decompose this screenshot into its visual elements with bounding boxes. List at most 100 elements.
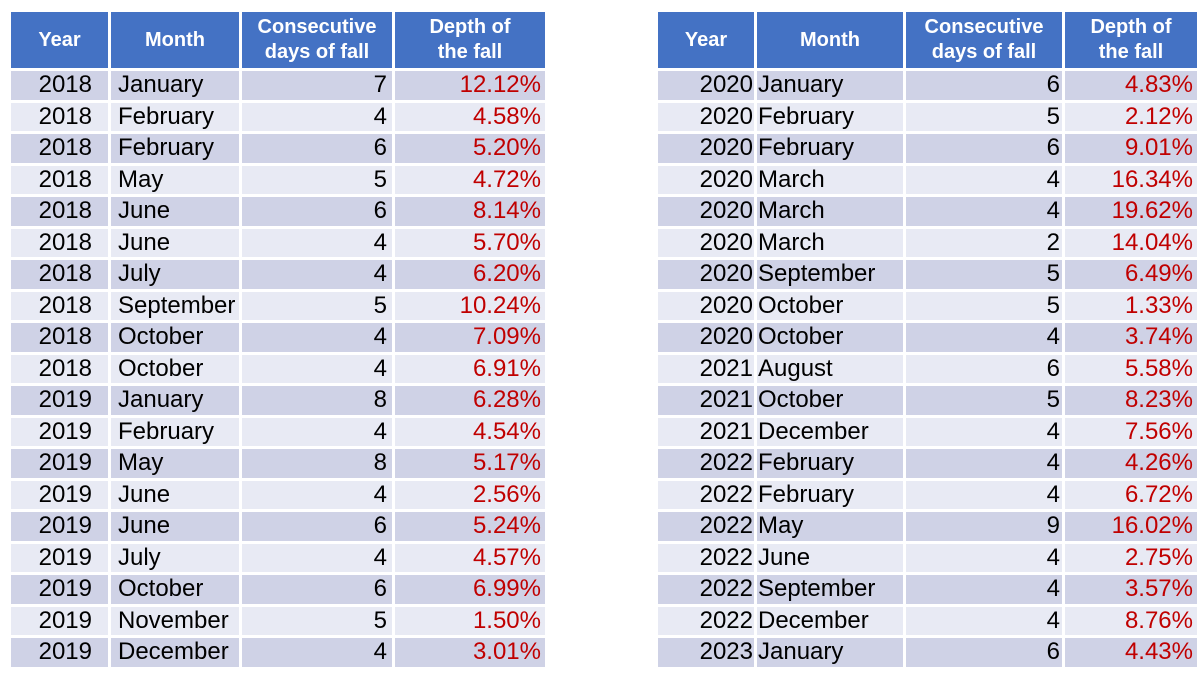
- month-cell: October: [108, 572, 242, 607]
- year-cell: 2020: [655, 99, 757, 134]
- consecutive-days-cell: 6: [239, 509, 395, 544]
- consecutive-days-cell: 4: [239, 99, 395, 134]
- consecutive-days-header: Consecutive days of fall: [239, 9, 395, 71]
- depth-cell: 4.26%: [1062, 446, 1200, 481]
- month-cell: May: [754, 509, 906, 544]
- year-cell: 2019: [8, 572, 111, 607]
- table-row: 2018 January 7 12.12%: [8, 68, 548, 103]
- depth-cell: 4.43%: [1062, 635, 1200, 670]
- depth-header: Depth of the fall: [1062, 9, 1200, 71]
- consecutive-days-cell: 4: [239, 225, 395, 260]
- month-cell: October: [754, 383, 906, 418]
- consecutive-days-cell: 6: [903, 68, 1065, 103]
- depth-cell: 5.58%: [1062, 351, 1200, 386]
- year-header-label: Year: [38, 28, 81, 51]
- month-cell: February: [754, 446, 906, 481]
- year-cell: 2018: [8, 288, 111, 323]
- month-cell: October: [754, 320, 906, 355]
- table-row: 2022 February 4 4.26%: [655, 446, 1200, 481]
- table-row: 2020 February 6 9.01%: [655, 131, 1200, 166]
- depth-cell: 4.54%: [392, 414, 548, 449]
- depth-cell: 8.23%: [1062, 383, 1200, 418]
- table-row: 2018 June 6 8.14%: [8, 194, 548, 229]
- consecutive-days-cell: 5: [903, 383, 1065, 418]
- month-cell: June: [108, 477, 242, 512]
- consecutive-days-cell: 9: [903, 509, 1065, 544]
- depth-cell: 2.12%: [1062, 99, 1200, 134]
- consecutive-days-cell: 4: [903, 540, 1065, 575]
- depth-cell: 4.58%: [392, 99, 548, 134]
- consecutive-days-cell: 5: [239, 162, 395, 197]
- month-cell: January: [108, 68, 242, 103]
- month-cell: December: [754, 414, 906, 449]
- year-cell: 2018: [8, 257, 111, 292]
- fall-table-left: Year Month Consecutive days of fall Dept…: [8, 9, 548, 670]
- month-cell: January: [754, 68, 906, 103]
- year-cell: 2018: [8, 68, 111, 103]
- consecutive-days-cell: 4: [903, 446, 1065, 481]
- table-row: 2022 September 4 3.57%: [655, 572, 1200, 607]
- year-cell: 2022: [655, 509, 757, 544]
- depth-cell: 4.83%: [1062, 68, 1200, 103]
- consecutive-days-cell: 4: [903, 162, 1065, 197]
- year-cell: 2018: [8, 225, 111, 260]
- depth-cell: 3.57%: [1062, 572, 1200, 607]
- depth-cell: 5.20%: [392, 131, 548, 166]
- table-row: 2021 October 5 8.23%: [655, 383, 1200, 418]
- month-cell: September: [108, 288, 242, 323]
- month-cell: October: [754, 288, 906, 323]
- year-cell: 2022: [655, 603, 757, 638]
- consecutive-days-cell: 6: [903, 351, 1065, 386]
- month-cell: May: [108, 446, 242, 481]
- month-cell: June: [108, 225, 242, 260]
- month-cell: August: [754, 351, 906, 386]
- depth-cell: 10.24%: [392, 288, 548, 323]
- consecutive-days-cell: 4: [239, 540, 395, 575]
- month-cell: March: [754, 162, 906, 197]
- fall-table-right: Year Month Consecutive days of fall Dept…: [655, 9, 1200, 670]
- month-header: Month: [108, 9, 242, 71]
- consecutive-days-cell: 5: [903, 288, 1065, 323]
- year-cell: 2021: [655, 414, 757, 449]
- consecutive-days-cell: 4: [239, 320, 395, 355]
- year-cell: 2018: [8, 351, 111, 386]
- year-cell: 2022: [655, 572, 757, 607]
- table-row: 2018 October 4 7.09%: [8, 320, 548, 355]
- table-row: 2019 December 4 3.01%: [8, 635, 548, 670]
- month-cell: February: [754, 99, 906, 134]
- depth-cell: 3.01%: [392, 635, 548, 670]
- month-cell: September: [754, 257, 906, 292]
- consecutive-days-cell: 5: [903, 257, 1065, 292]
- table-row: 2020 February 5 2.12%: [655, 99, 1200, 134]
- table-row: 2020 March 4 19.62%: [655, 194, 1200, 229]
- depth-cell: 9.01%: [1062, 131, 1200, 166]
- month-cell: July: [108, 257, 242, 292]
- consecutive-days-cell: 4: [903, 194, 1065, 229]
- consecutive-days-header: Consecutive days of fall: [903, 9, 1065, 71]
- table-row: 2018 February 6 5.20%: [8, 131, 548, 166]
- consecutive-days-cell: 7: [239, 68, 395, 103]
- year-cell: 2020: [655, 320, 757, 355]
- table-row: 2018 June 4 5.70%: [8, 225, 548, 260]
- table-row: 2019 June 4 2.56%: [8, 477, 548, 512]
- depth-cell: 7.56%: [1062, 414, 1200, 449]
- table-row: 2021 December 4 7.56%: [655, 414, 1200, 449]
- depth-cell: 19.62%: [1062, 194, 1200, 229]
- consecutive-days-cell: 4: [903, 320, 1065, 355]
- month-cell: January: [754, 635, 906, 670]
- table-row: 2020 March 2 14.04%: [655, 225, 1200, 260]
- month-cell: March: [754, 194, 906, 229]
- year-cell: 2018: [8, 320, 111, 355]
- depth-cell: 16.34%: [1062, 162, 1200, 197]
- year-cell: 2019: [8, 383, 111, 418]
- depth-cell: 6.99%: [392, 572, 548, 607]
- depth-cell: 5.70%: [392, 225, 548, 260]
- consecutive-days-cell: 8: [239, 446, 395, 481]
- month-cell: July: [108, 540, 242, 575]
- consecutive-days-cell: 4: [239, 477, 395, 512]
- table-header-row: Year Month Consecutive days of fall Dept…: [8, 9, 548, 71]
- consecutive-days-cell: 4: [903, 572, 1065, 607]
- depth-cell: 1.50%: [392, 603, 548, 638]
- month-cell: June: [108, 509, 242, 544]
- table-row: 2020 September 5 6.49%: [655, 257, 1200, 292]
